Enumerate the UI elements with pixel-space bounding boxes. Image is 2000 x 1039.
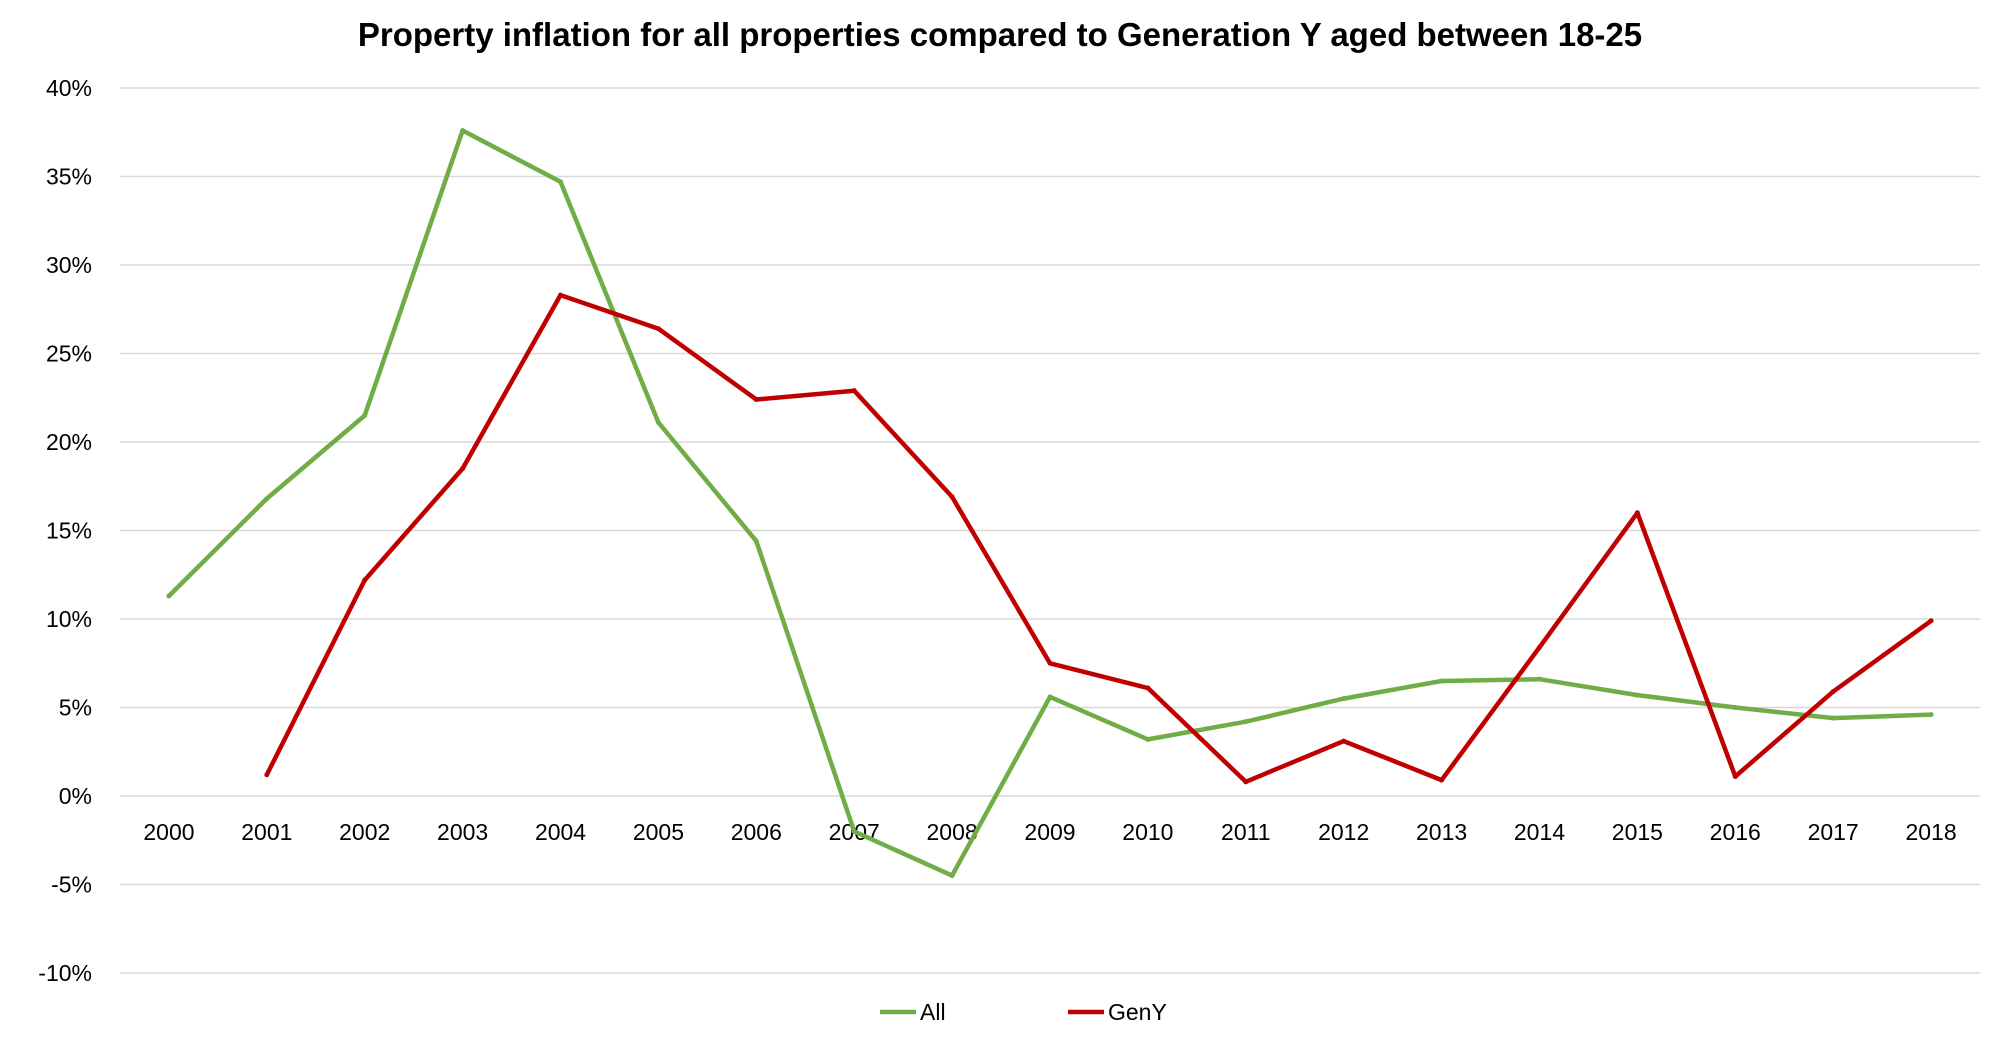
chart-title: Property inflation for all properties co…: [357, 16, 1643, 53]
series-lines: [166, 127, 1934, 879]
data-point: [362, 577, 368, 583]
data-point: [949, 494, 955, 500]
data-point: [1145, 736, 1151, 742]
data-point: [1536, 644, 1542, 650]
y-tick-label: 5%: [59, 695, 92, 721]
x-axis-ticks: 2000 2001 2002 2003 2004 2005 2006 2007 2008 2009…: [143, 819, 1956, 845]
y-tick-label: 25%: [46, 341, 92, 367]
y-tick-label: 20%: [46, 429, 92, 455]
data-point: [558, 179, 564, 185]
x-tick-label: 2009: [1024, 819, 1075, 845]
x-tick-label: 2011: [1221, 819, 1270, 845]
data-point: [460, 466, 466, 472]
legend-label: All: [920, 999, 946, 1025]
x-tick-label: 2010: [1122, 819, 1173, 845]
legend-label: GenY: [1108, 999, 1167, 1025]
series-line-geny: [264, 292, 1934, 785]
x-tick-label: 2018: [1905, 819, 1956, 845]
gridlines: [120, 87, 1980, 974]
data-point: [753, 397, 759, 403]
data-point: [655, 420, 661, 426]
data-point: [1928, 618, 1934, 624]
data-point: [1830, 689, 1836, 695]
data-point: [460, 127, 466, 133]
data-point: [1634, 510, 1640, 516]
y-tick-label: 15%: [46, 518, 92, 544]
y-tick-label: -5%: [51, 872, 92, 898]
data-point: [949, 873, 955, 879]
data-point: [1536, 676, 1542, 682]
x-tick-label: 2000: [143, 819, 194, 845]
data-point: [1830, 715, 1836, 721]
data-point: [1341, 738, 1347, 744]
data-point: [655, 326, 661, 332]
data-point: [1047, 660, 1053, 666]
y-tick-label: 0%: [59, 783, 92, 809]
data-point: [1439, 678, 1445, 684]
legend: All GenY: [880, 999, 1167, 1025]
x-tick-label: 2001: [241, 819, 292, 845]
data-point: [264, 496, 270, 502]
x-tick-label: 2003: [437, 819, 488, 845]
data-point: [1243, 719, 1249, 725]
x-tick-label: 2004: [535, 819, 586, 845]
x-tick-label: 2016: [1710, 819, 1761, 845]
x-tick-label: 2014: [1514, 819, 1565, 845]
data-point: [362, 412, 368, 418]
y-tick-label: 10%: [46, 606, 92, 632]
y-tick-label: -10%: [38, 960, 92, 986]
data-point: [1047, 694, 1053, 700]
x-tick-label: 2012: [1318, 819, 1369, 845]
data-point: [1634, 692, 1640, 698]
y-tick-label: 30%: [46, 252, 92, 278]
data-point: [1732, 705, 1738, 710]
x-tick-label: 2013: [1416, 819, 1467, 845]
data-point: [166, 593, 172, 599]
data-point: [851, 388, 857, 394]
data-point: [264, 772, 270, 778]
data-point: [1341, 696, 1347, 702]
data-point: [1145, 685, 1151, 691]
y-tick-label: 40%: [46, 75, 92, 101]
data-point: [558, 292, 564, 298]
data-point: [1928, 712, 1934, 718]
x-tick-label: 2002: [339, 819, 390, 845]
x-tick-label: 2006: [731, 819, 782, 845]
data-point: [851, 828, 857, 834]
data-point: [1439, 777, 1445, 783]
x-tick-label: 2005: [633, 819, 684, 845]
y-tick-label: 35%: [46, 164, 92, 190]
data-point: [1243, 779, 1249, 785]
x-tick-label: 2015: [1612, 819, 1663, 845]
y-axis-ticks: 40% 35% 30% 25% 20% 15% 10% 5% 0% -5% -10%: [38, 75, 92, 986]
data-point: [753, 538, 759, 544]
data-point: [1732, 774, 1738, 780]
x-tick-label: 2017: [1808, 819, 1859, 845]
